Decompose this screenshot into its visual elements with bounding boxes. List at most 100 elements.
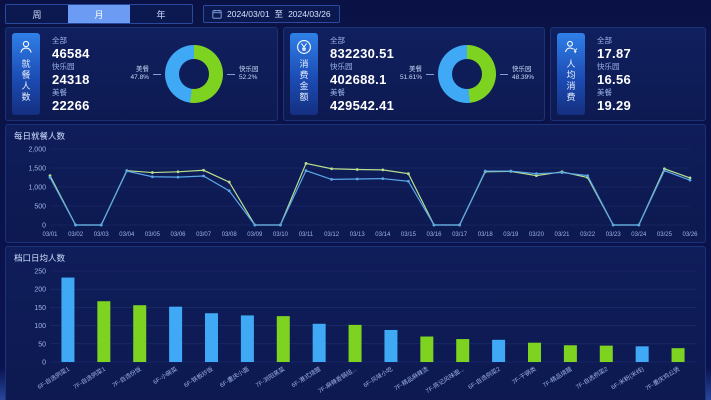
metric-meican: 美餐 22266 xyxy=(52,87,118,113)
date-end: 2024/03/26 xyxy=(288,9,331,19)
line-chart: 0 500 1,000 1,500 2,000 03/01 03/02 03/03 03/04 0… xyxy=(14,143,698,245)
bar xyxy=(492,339,506,362)
metric-label: 美餐 xyxy=(597,88,612,97)
data-point xyxy=(483,169,487,173)
metric-kuailetyuan: 快乐园 16.56 xyxy=(597,61,663,87)
bar-category-label: 6F-自选例菜1 xyxy=(36,365,72,391)
bar-category-label: 6F-铁板炒饭 xyxy=(182,365,214,389)
bar-category-label: 7F-自选份饭 xyxy=(111,365,143,389)
x-tick-label: 03/13 xyxy=(350,232,366,238)
metric-total: 全部 46584 xyxy=(52,35,118,61)
data-point xyxy=(151,171,154,174)
bar-category-label: 7F-精品麻辣烫 xyxy=(393,365,430,392)
kpi-card-diners: 就餐人数 全部 46584 快乐园 24318 美餐 22266 美餐 xyxy=(5,27,278,121)
metric-label: 美餐 xyxy=(330,88,345,97)
metric-value: 832230.51 xyxy=(330,46,395,61)
data-point xyxy=(355,177,359,181)
bar-category-label: 6F-港式烧腊 xyxy=(290,365,322,389)
kpi-card-spend: 消费金额 全部 832230.51 快乐园 402688.1 美餐 429542… xyxy=(283,27,545,121)
data-point xyxy=(611,223,615,227)
date-range-picker[interactable]: 2024/03/01 至 2024/03/26 xyxy=(203,5,340,23)
y-tick-label: 200 xyxy=(34,287,46,294)
bar-chart-title: 档口日均人数 xyxy=(14,253,66,263)
bar-category-label: 7F-精品烧腊 xyxy=(541,365,573,389)
card-metrics: 全部 46584 快乐园 24318 美餐 22266 xyxy=(40,33,118,115)
donut-tick xyxy=(226,73,235,75)
x-tick-label: 03/02 xyxy=(68,232,84,238)
donut-tick xyxy=(500,73,508,75)
data-point xyxy=(176,170,180,174)
data-point xyxy=(253,223,257,227)
card-ribbon: 人均消费 xyxy=(557,33,585,115)
x-tick-label: 03/09 xyxy=(247,232,263,238)
bar-category-label: 7F-重庆鸡公煲 xyxy=(644,365,681,392)
bar-category-label: 6F-重庆小面 xyxy=(218,365,250,389)
metric-label: 美餐 xyxy=(52,88,67,97)
metric-value: 22266 xyxy=(52,98,90,113)
card-title: 消费金额 xyxy=(298,59,309,103)
data-point xyxy=(381,168,385,172)
y-tick-label: 150 xyxy=(34,305,46,312)
tab-week[interactable]: 周 xyxy=(6,5,68,23)
data-point xyxy=(637,223,641,227)
x-tick-label: 03/05 xyxy=(145,232,161,238)
bar xyxy=(169,306,183,362)
x-tick-label: 03/23 xyxy=(606,232,622,238)
metric-total: 全部 17.87 xyxy=(597,35,663,61)
metric-label: 全部 xyxy=(52,36,67,45)
tab-month[interactable]: 月 xyxy=(68,5,130,23)
y-tick-label: 250 xyxy=(34,269,46,276)
metric-meican: 美餐 429542.41 xyxy=(330,87,396,113)
bar-chart: 0 50 100 150 200 250 6F-自选例菜1 7F-自选例菜1 7F-自选份饭 6F… xyxy=(14,265,697,400)
header: 周 月 年 2024/03/01 至 2024/03/26 xyxy=(5,4,706,24)
x-tick-label: 03/24 xyxy=(631,232,647,238)
data-point xyxy=(304,169,308,173)
data-point xyxy=(304,162,308,165)
metric-value: 19.29 xyxy=(597,98,632,113)
data-point xyxy=(509,169,513,173)
data-point xyxy=(227,180,231,184)
metric-value: 402688.1 xyxy=(330,72,387,87)
donut-area: 美餐 47.8% 快乐园 52.2% xyxy=(118,33,271,115)
x-tick-label: 03/12 xyxy=(324,232,340,238)
donut-chart xyxy=(164,45,223,103)
data-point xyxy=(688,176,692,180)
card-ribbon: 就餐人数 xyxy=(12,33,40,115)
x-tick-label: 03/20 xyxy=(529,232,545,238)
bar-category-label: 7F-干锅类 xyxy=(510,365,537,386)
date-start: 2024/03/01 xyxy=(227,9,270,19)
bar xyxy=(312,323,326,362)
y-tick-label: 100 xyxy=(34,323,46,330)
y-tick-label: 1,000 xyxy=(28,185,46,192)
donut-label-left: 美餐 51.61% xyxy=(399,65,422,81)
metric-meican: 美餐 19.29 xyxy=(597,87,663,113)
data-point xyxy=(560,171,564,174)
bar xyxy=(61,277,75,362)
donut-chart xyxy=(438,45,496,103)
donut-label-right: 快乐园 48.39% xyxy=(512,65,535,81)
data-point xyxy=(586,174,589,177)
data-point xyxy=(279,223,282,227)
bar xyxy=(348,324,362,362)
donut-tick xyxy=(426,73,434,75)
stall-average-panel: 档口日均人数 0 50 100 150 200 250 6F-自选例菜1 7F-自选例菜1 7F… xyxy=(5,246,706,400)
card-ribbon: 消费金额 xyxy=(290,33,318,115)
data-point xyxy=(48,176,52,179)
y-tick-label: 0 xyxy=(42,360,46,367)
kpi-card-average: 人均消费 全部 17.87 快乐园 16.56 美餐 19.29 xyxy=(550,27,706,121)
metric-value: 17.87 xyxy=(597,46,632,61)
x-tick-label: 03/01 xyxy=(42,232,58,238)
tab-year[interactable]: 年 xyxy=(130,5,192,23)
metric-value: 16.56 xyxy=(597,72,632,87)
data-point xyxy=(407,179,410,183)
data-point xyxy=(227,189,231,193)
bar-category-label: 6F-米粉(米线) xyxy=(610,365,646,391)
x-tick-label: 03/10 xyxy=(273,232,289,238)
bar xyxy=(599,345,613,362)
bar-category-label: 7F-自选例菜2 xyxy=(574,365,610,391)
x-tick-label: 03/16 xyxy=(426,232,442,238)
data-point xyxy=(535,172,538,176)
data-point xyxy=(151,175,154,179)
x-tick-label: 03/21 xyxy=(554,232,570,238)
